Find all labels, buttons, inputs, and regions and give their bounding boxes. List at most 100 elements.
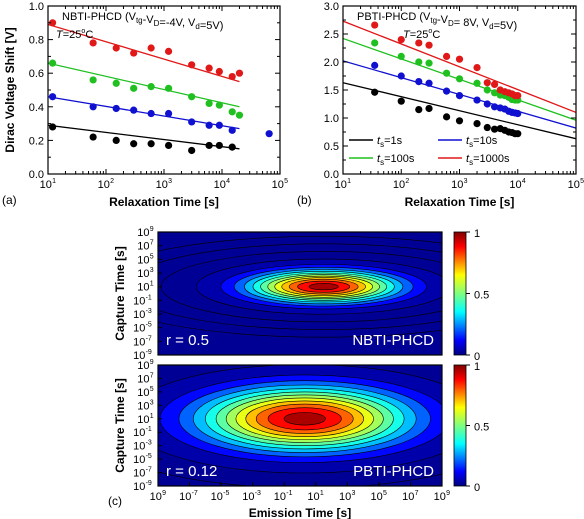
c-ytick-label-1-7-base: 10 xyxy=(133,454,145,466)
a-fit-line-3 xyxy=(48,23,240,83)
b-point-0-3 xyxy=(425,104,433,113)
b-point-3-6 xyxy=(473,64,481,72)
b-xtick-label-1-base: 10 xyxy=(393,179,405,191)
a-xtick-label-3: 10 4 xyxy=(214,178,231,191)
c-colorbar-label-0-2: 0 xyxy=(474,351,480,363)
c-map-0 xyxy=(158,232,442,355)
c-contour-outer-0-2 xyxy=(158,243,442,330)
b-point-0-0 xyxy=(371,88,379,96)
c-ytick-label-0-8: 10 -7 xyxy=(133,335,152,348)
c-ytick-label-0-6-base: 10 xyxy=(133,309,145,321)
a-xtick-label-1: 10 2 xyxy=(98,178,115,191)
b-xtick-label-2: 10 3 xyxy=(451,178,468,191)
a-point-3-3 xyxy=(130,49,138,57)
c-xtick-label-4-base: 10 xyxy=(274,491,286,503)
a-point-3-1 xyxy=(89,39,97,47)
c-ytick-label-0-2-base: 10 xyxy=(137,254,149,266)
a-point-2-9 xyxy=(228,108,236,116)
c-xtick-label-0-base: 10 xyxy=(150,491,162,503)
a-point-1-6 xyxy=(188,118,196,126)
c-ytick-label-0-3-exp: 3 xyxy=(150,267,154,274)
c-ytick-label-1-8: 10 -7 xyxy=(133,467,152,480)
c-xtick-label-8: 10 7 xyxy=(402,490,419,503)
c-contour-band-0-11 xyxy=(308,283,339,291)
a-condition-part: tg xyxy=(136,16,143,25)
a-point-1-9 xyxy=(228,126,236,134)
legend-text: =10s xyxy=(473,135,498,147)
c-ytick-label-1-2: 10 5 xyxy=(137,386,154,399)
a-point-3-10 xyxy=(235,69,244,77)
b-point-0-14 xyxy=(514,130,522,138)
c-colorbar-label-1-1: 0.5 xyxy=(474,422,489,434)
c-ytick-label-1-9-exp: -9 xyxy=(146,480,152,487)
a-point-1-10 xyxy=(265,130,273,138)
c-ytick-label-0-4-base: 10 xyxy=(137,282,149,294)
c-ytick-label-1-4-base: 10 xyxy=(137,414,149,426)
b-point-1-1 xyxy=(397,72,405,80)
panel-a-chart: 10 1 10 2 10 3 10 4 10 50.00.20.40.60.81.0Relaxat… xyxy=(2,1,288,209)
c-ytick-label-0-3-base: 10 xyxy=(137,268,149,280)
c-ytick-label-1-8-base: 10 xyxy=(133,468,145,480)
a-xtick-label-1-exp: 2 xyxy=(110,178,114,185)
c-xtick-label-0: 10 9 xyxy=(150,490,167,503)
c-ytick-label-1-1: 10 7 xyxy=(137,372,154,385)
c-ytick-label-1-7-exp: -5 xyxy=(146,453,152,460)
c-r-value-0: r = 0.5 xyxy=(166,332,209,349)
c-ytick-label-1-9: 10 -9 xyxy=(133,480,152,493)
c-xtick-label-3-base: 10 xyxy=(242,491,254,503)
b-point-0-7 xyxy=(483,123,491,132)
c-ytick-label-0-1-base: 10 xyxy=(137,241,149,253)
a-xtick-label-4: 10 5 xyxy=(272,178,289,191)
c-r-value-1: r = 0.12 xyxy=(166,463,217,480)
b-point-2-8 xyxy=(490,89,499,97)
c-xtick-label-8-exp: 7 xyxy=(415,490,419,497)
c-xtick-label-9-exp: 9 xyxy=(446,490,450,497)
b-xtick-label-4: 10 5 xyxy=(568,178,584,191)
c-y-axis-label-1: Capture Time [s] xyxy=(113,378,127,472)
b-temp-value: =25 xyxy=(410,29,429,41)
b-point-3-0 xyxy=(371,21,379,29)
c-ytick-label-1-9-base: 10 xyxy=(133,481,145,493)
c-ytick-label-1-0-exp: 9 xyxy=(150,359,154,366)
a-xtick-label-4-base: 10 xyxy=(272,179,284,191)
b-point-1-3 xyxy=(425,79,433,87)
b-temperature-text: T=25oC xyxy=(403,28,440,41)
a-point-1-2 xyxy=(112,104,120,113)
a-ytick-label: 0.4 xyxy=(29,102,44,114)
c-ytick-label-0-3: 10 3 xyxy=(137,267,154,280)
c-xtick-label-7: 10 5 xyxy=(371,490,388,503)
b-point-3-3 xyxy=(425,41,433,49)
b-legend-label-0: ts=1s xyxy=(377,135,403,149)
c-map-label-0: NBTI-PHCD xyxy=(352,332,434,349)
a-xtick-label-0-base: 10 xyxy=(40,179,52,191)
a-point-3-2 xyxy=(112,44,120,52)
legend-text: =100s xyxy=(384,153,415,165)
c-map-1 xyxy=(158,365,442,486)
b-point-0-8 xyxy=(490,125,499,133)
a-point-3-0 xyxy=(48,19,57,27)
panel-b-chart: 10 1 10 2 10 3 10 4 10 50.00.51.01.52.02.53.0Rela… xyxy=(297,1,584,209)
a-point-3-5 xyxy=(164,47,173,55)
c-panel-label: (c) xyxy=(108,494,122,508)
b-ytick-label: 3.0 xyxy=(324,1,339,13)
a-fit-line-2 xyxy=(48,62,240,108)
b-condition-part: =5V) xyxy=(494,20,518,32)
b-xtick-label-3: 10 4 xyxy=(509,178,526,191)
b-point-1-14 xyxy=(514,109,522,118)
c-contour-band-1-11 xyxy=(283,412,326,426)
b-ytick-label: 1.5 xyxy=(324,85,339,97)
a-point-2-4 xyxy=(147,83,155,91)
legend-t: t xyxy=(466,153,470,165)
c-ytick-label-0-6-exp: -3 xyxy=(146,308,152,315)
c-ytick-label-0-5-exp: -1 xyxy=(146,294,152,301)
a-temp-value: =25 xyxy=(63,29,82,41)
b-condition-part: -V xyxy=(437,14,449,26)
b-point-3-5 xyxy=(455,55,464,63)
b-point-2-4 xyxy=(442,69,451,77)
b-xtick-label-4-exp: 5 xyxy=(580,178,584,185)
b-point-2-6 xyxy=(473,79,481,87)
c-ytick-label-0-5-base: 10 xyxy=(133,295,145,307)
a-xtick-label-4-exp: 5 xyxy=(284,178,288,185)
a-point-0-0 xyxy=(48,123,57,131)
